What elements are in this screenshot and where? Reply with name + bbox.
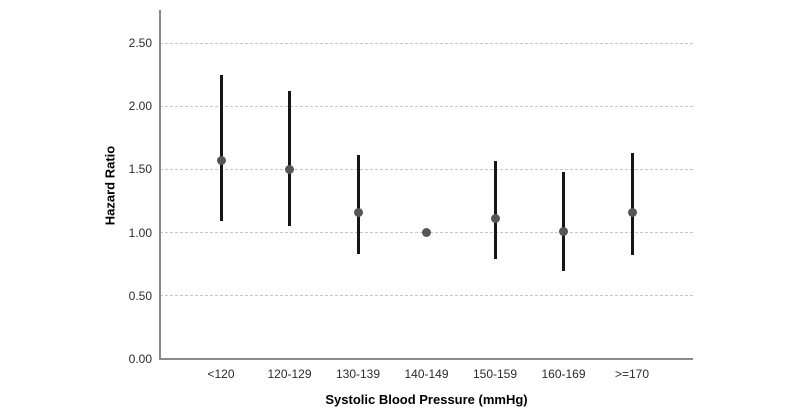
y-tick-label: 2.50 xyxy=(128,36,152,50)
x-tick-label: 130-139 xyxy=(335,367,381,381)
y-tick-label: 0.50 xyxy=(128,288,152,303)
gridline xyxy=(160,42,693,44)
y-axis-title: Hazard Ratio xyxy=(102,145,118,226)
error-bar xyxy=(562,171,565,271)
gridline xyxy=(160,168,693,170)
x-axis-title: Systolic Blood Pressure (mmHg) xyxy=(325,392,528,407)
data-point xyxy=(422,228,431,238)
data-point xyxy=(627,207,637,217)
x-tick-label: <120 xyxy=(207,367,235,381)
data-point xyxy=(559,226,568,236)
x-tick-label: >=170 xyxy=(614,367,650,381)
y-axis-line xyxy=(159,10,161,360)
error-bar xyxy=(630,152,634,256)
data-point xyxy=(490,214,500,224)
data-point xyxy=(216,156,226,166)
gridline xyxy=(160,295,693,297)
x-tick-label: 140-149 xyxy=(404,367,449,381)
gridline xyxy=(160,105,693,107)
x-tick-label: 150-159 xyxy=(472,367,518,381)
error-bar xyxy=(356,155,360,255)
y-tick-label: 2.00 xyxy=(128,99,152,114)
y-tick-label: 0.00 xyxy=(128,352,152,366)
data-point xyxy=(353,207,363,217)
error-bar xyxy=(288,91,291,227)
x-tick-label: 160-169 xyxy=(541,367,586,381)
x-tick-label: 120-129 xyxy=(267,367,312,381)
data-point xyxy=(285,164,294,174)
y-tick-label: 1.00 xyxy=(128,225,152,240)
x-axis-line xyxy=(160,358,693,360)
y-tick-label: 1.50 xyxy=(128,162,152,177)
error-bar xyxy=(493,160,497,260)
error-bar xyxy=(219,74,223,222)
